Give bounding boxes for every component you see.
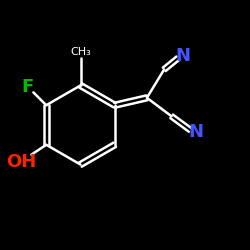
Text: N: N: [176, 47, 191, 65]
Text: OH: OH: [6, 153, 37, 171]
Text: N: N: [188, 124, 203, 142]
Text: F: F: [22, 78, 34, 96]
Text: CH₃: CH₃: [70, 47, 91, 57]
